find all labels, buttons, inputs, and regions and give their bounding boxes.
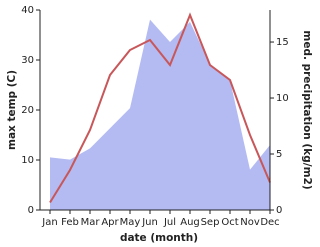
y-tick-label: 30 [21, 55, 34, 66]
temp-line [49, 12, 271, 204]
x-axis-label: date (month) [120, 232, 198, 244]
precipitation-area [50, 19, 270, 210]
y-axis-label: max temp (C) [6, 70, 18, 150]
x-tick-label: Dec [260, 217, 279, 228]
x-tick-label: Jul [163, 217, 176, 228]
x-tick-label: Aug [180, 217, 200, 228]
x-tick-label: Feb [61, 217, 79, 228]
y-tick-label: 40 [21, 5, 34, 16]
y2-tick-label: 15 [276, 37, 289, 48]
x-tick-label: Oct [221, 217, 238, 228]
x-tick-label: Nov [240, 217, 260, 228]
x-tick-label: Jan [41, 217, 57, 228]
x-tick-label: Jun [141, 217, 158, 228]
y-tick-label: 10 [21, 155, 34, 166]
y2-tick-label: 10 [276, 93, 289, 104]
y2-tick-label: 5 [276, 149, 282, 160]
y-tick-label: 20 [21, 105, 34, 116]
x-tick-label: Mar [81, 217, 101, 228]
y-tick-label: 0 [28, 205, 34, 216]
x-tick-label: May [120, 217, 141, 228]
x-tick-label: Sep [201, 217, 220, 228]
y2-axis-label: med. precipitation (kg/m2) [301, 30, 313, 189]
x-tick-label: Apr [101, 217, 119, 228]
y2-tick-label: 0 [276, 205, 282, 216]
